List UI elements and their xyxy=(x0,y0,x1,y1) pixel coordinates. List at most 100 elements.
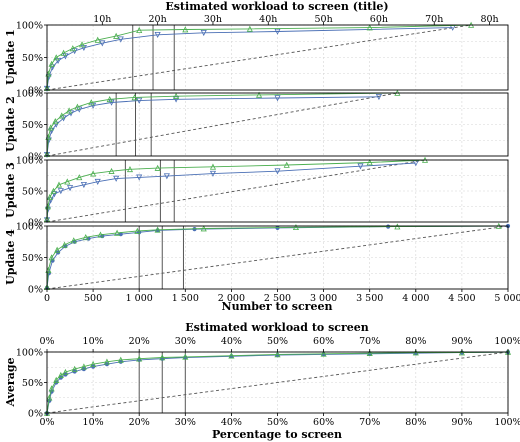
panel-1-reference-line xyxy=(46,24,472,91)
panel-3-series-1-point-13 xyxy=(357,163,364,170)
panel-4-series-2-point-11 xyxy=(200,225,207,232)
top-axis-title: Estimated workload to screen (title) xyxy=(165,0,388,13)
panel-1-series-2-point-9 xyxy=(136,26,143,33)
panel-4-series-2-line xyxy=(46,225,499,288)
panel-3-series-2-point-3 xyxy=(50,187,57,194)
top-tick-label-6: 70h xyxy=(425,14,443,25)
panel-3-series-1-line xyxy=(46,162,416,221)
avg-top-tick-label-10: 100% xyxy=(494,336,520,347)
avg-x-tick-label-5: 50% xyxy=(267,417,288,428)
panel-1-series-2-point-11 xyxy=(246,25,253,32)
panel-2-ytick-label-0: 0% xyxy=(28,151,43,162)
panel-2-series-1-point-2 xyxy=(48,128,55,135)
panel-3-ylabel: Update 3 xyxy=(4,162,17,218)
panel-3-series-2-point-10 xyxy=(154,164,161,171)
panel-2-reference-line xyxy=(46,92,398,157)
panel-1-series-2-point-7 xyxy=(94,36,101,43)
panel-3-series-1-point-12 xyxy=(274,168,281,175)
avg-top-tick-label-9: 90% xyxy=(451,336,472,347)
top-tick-label-5: 60h xyxy=(370,14,388,25)
avg-series-2-point-1 xyxy=(46,394,53,401)
panel-4-series-2-point-7 xyxy=(97,231,104,238)
panel-4-series-2-point-12 xyxy=(292,223,299,231)
x-tick-label-9: 4 500 xyxy=(448,293,475,304)
panel-1-series-1-line xyxy=(46,27,453,89)
avg-series-2-point-17 xyxy=(366,349,373,357)
panel-2-series-2-point-4 xyxy=(58,112,65,119)
panel-4-series-2-point-6 xyxy=(82,234,89,241)
panel-1-series-2-point-3 xyxy=(53,54,60,61)
avg-series-2-point-9 xyxy=(103,358,110,365)
avg-x-tick-label-2: 20% xyxy=(129,417,150,428)
panel-2-series-2-point-7 xyxy=(88,99,95,106)
panel-3-series-1-point-5 xyxy=(67,185,74,192)
x-tick-label-8: 4 000 xyxy=(402,293,429,304)
panel-3-series-1-point-4 xyxy=(57,188,64,195)
panel-2-ylabel: Update 2 xyxy=(4,96,17,152)
avg-top-axis-title: Estimated workload to screen xyxy=(185,321,369,334)
panel-3-series-2-point-7 xyxy=(90,170,97,177)
avg-series-2-point-5 xyxy=(62,368,69,375)
panel-1-series-1-point-2 xyxy=(49,64,56,71)
panel-1-series-1-point-9 xyxy=(154,31,161,39)
avg-series-2-point-13 xyxy=(182,353,189,360)
avg-x-tick-label-8: 80% xyxy=(405,417,426,428)
panel-4-ytick-label-0: 0% xyxy=(28,284,43,295)
panel-2-series-2-point-8 xyxy=(106,96,113,103)
reference-layer xyxy=(46,24,509,414)
panel-4-series-2-point-10 xyxy=(154,226,161,233)
panel-4-series-2-point-8 xyxy=(114,229,121,236)
top-tick-label-4: 50h xyxy=(314,14,332,25)
avg-series-2-point-10 xyxy=(117,356,124,363)
avg-top-tick-label-4: 40% xyxy=(221,336,242,347)
avg-ytick-label-2: 100% xyxy=(16,347,43,358)
avg-series-2-point-7 xyxy=(80,363,87,370)
panel-1-series-1-point-8 xyxy=(117,36,124,43)
avg-top-tick-label-1: 10% xyxy=(83,336,104,347)
panel-3-ytick-label-1: 50% xyxy=(22,186,43,197)
panel-2-series-2-line xyxy=(46,92,398,155)
x-tick-label-6: 3 000 xyxy=(310,293,337,304)
panel-2-series-2-point-11 xyxy=(256,91,263,98)
panel-3-series-2-point-11 xyxy=(209,163,217,170)
panel-1-ytick-label-0: 0% xyxy=(28,85,43,96)
avg-series-2-line xyxy=(46,351,509,414)
panel-1-series-2-point-10 xyxy=(182,26,189,33)
panel-4-ytick-label-1: 50% xyxy=(22,253,43,264)
avg-x-tick-label-9: 90% xyxy=(451,417,472,428)
avg-series-2-point-11 xyxy=(136,355,143,362)
panel-1-series-1-point-7 xyxy=(99,40,106,47)
panel-3-series-2-point-8 xyxy=(108,167,115,174)
panel-4-series-2-point-2 xyxy=(48,254,55,261)
avg-ylabel: Average xyxy=(4,357,17,407)
avg-ytick-label-1: 50% xyxy=(22,378,43,389)
top-tick-label-1: 20h xyxy=(149,14,167,25)
avg-series-2-point-3 xyxy=(53,376,60,383)
threshold-layer xyxy=(115,25,186,413)
panel-4-reference-line xyxy=(46,225,509,290)
panel-2-series-2-point-10 xyxy=(173,92,180,99)
panel-4-ylabel: Update 4 xyxy=(4,229,17,285)
avg-x-tick-label-6: 60% xyxy=(313,417,334,428)
avg-x-tick-label-4: 40% xyxy=(221,417,242,428)
x-tick-label-7: 3 500 xyxy=(356,293,383,304)
panel-3-series-1-point-7 xyxy=(94,178,101,185)
panel-3-series-2-line xyxy=(46,159,426,219)
panel-3-series-2-point-13 xyxy=(366,159,373,166)
avg-top-tick-label-3: 30% xyxy=(175,336,196,347)
avg-series-2-point-4 xyxy=(57,371,64,378)
panel-3-series-1-point-8 xyxy=(113,175,120,182)
top-tick-label-7: 80h xyxy=(480,14,498,25)
panel-2-ytick-label-2: 100% xyxy=(16,88,43,99)
panel-4-ytick-label-2: 100% xyxy=(16,221,43,232)
panel-2-series-2-point-0 xyxy=(43,150,51,157)
panel-3-series-2-point-12 xyxy=(283,161,290,168)
top-tick-label-3: 40h xyxy=(259,14,277,25)
panel-4-series-2-point-4 xyxy=(61,241,68,248)
x-tick-label-2: 1 000 xyxy=(126,293,153,304)
panel-4-series-2-point-3 xyxy=(54,246,61,253)
avg-top-tick-label-0: 0% xyxy=(39,336,54,347)
panel-2-series-1-point-11 xyxy=(274,95,281,102)
avg-ytick-label-0: 0% xyxy=(28,408,43,419)
